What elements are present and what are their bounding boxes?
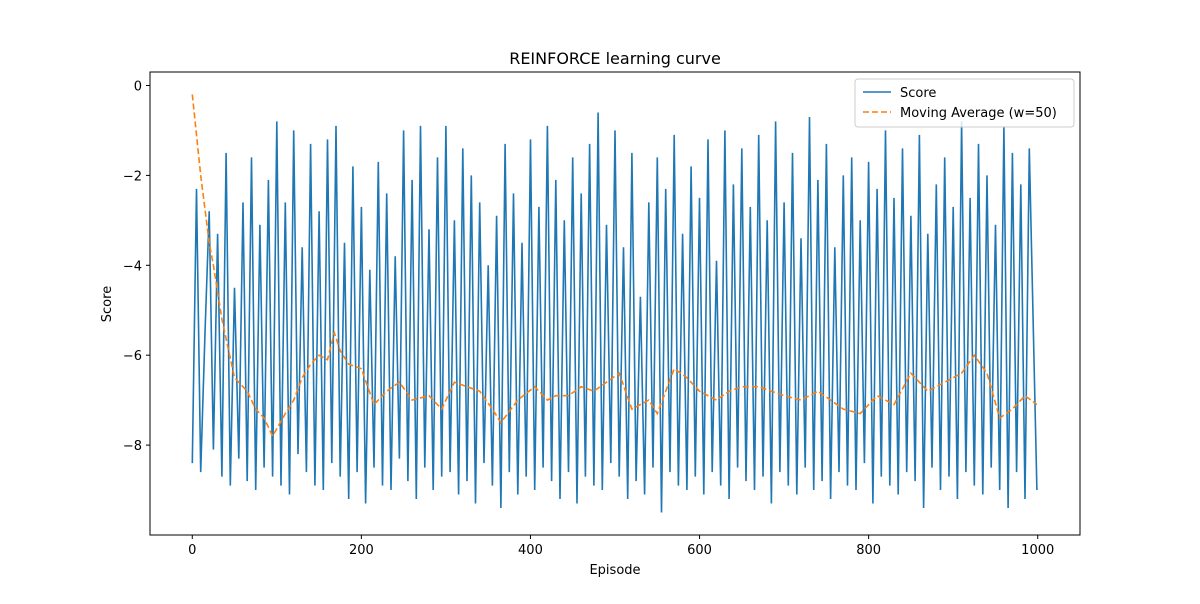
legend-label: Score: [900, 86, 936, 101]
y-tick-label: −6: [123, 349, 142, 364]
x-tick-label: 600: [687, 543, 712, 558]
chart-title: REINFORCE learning curve: [509, 49, 721, 68]
x-axis-label: Episode: [589, 563, 640, 578]
y-axis-label: Score: [100, 286, 115, 322]
legend-label: Moving Average (w=50): [900, 106, 1057, 121]
x-tick-label: 800: [856, 543, 881, 558]
x-tick-label: 400: [518, 543, 543, 558]
y-tick-label: −2: [123, 169, 142, 184]
series-line: [191, 94, 1038, 438]
x-tick-label: 1000: [1021, 543, 1054, 558]
x-tick-label: 0: [188, 543, 196, 558]
series-line: [191, 112, 1038, 513]
y-tick-label: 0: [134, 79, 142, 94]
y-tick-label: −8: [123, 439, 142, 454]
y-tick-label: −4: [123, 259, 142, 274]
x-tick-label: 200: [349, 543, 374, 558]
plot-frame: [149, 71, 1081, 536]
legend-box: [854, 78, 1075, 128]
